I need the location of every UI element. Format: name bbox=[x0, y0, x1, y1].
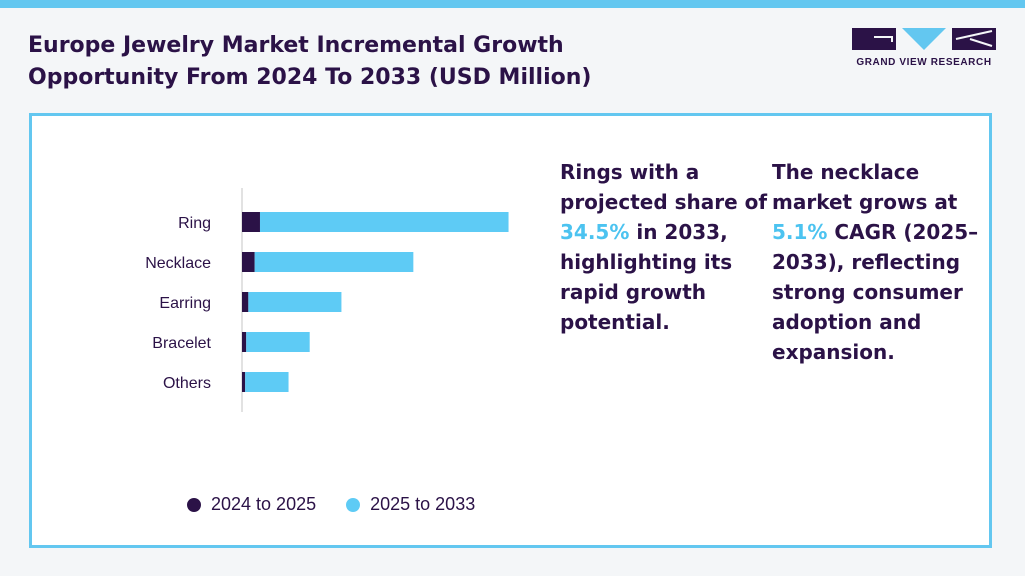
bar-necklace-series-1 bbox=[254, 252, 414, 272]
rings-callout: Rings with a projected share of 34.5% in… bbox=[560, 160, 768, 334]
chart-panel bbox=[29, 113, 992, 548]
legend-item-2025-2033: 2025 to 2033 bbox=[346, 494, 475, 515]
category-label-necklace: Necklace bbox=[145, 255, 211, 272]
chart-legend: 2024 to 2025 2025 to 2033 bbox=[187, 494, 505, 515]
rings-share-value: 34.5% bbox=[560, 220, 630, 244]
category-label-earring: Earring bbox=[159, 295, 211, 312]
bar-earring-series-0 bbox=[242, 292, 249, 312]
legend-dot-2025-2033 bbox=[346, 497, 361, 512]
legend-label-2024-2025: 2024 to 2025 bbox=[211, 494, 317, 514]
legend-dot-2024-2025 bbox=[187, 497, 201, 512]
legend-item-2024-2025: 2024 to 2025 bbox=[187, 494, 316, 515]
brand-logo-icon bbox=[852, 28, 996, 50]
top-accent-strip bbox=[0, 0, 1025, 8]
bar-bracelet-series-0 bbox=[242, 332, 247, 352]
legend-label-2025-2033: 2025 to 2033 bbox=[370, 494, 476, 514]
bar-others-series-0 bbox=[242, 372, 246, 392]
bar-earring-series-1 bbox=[248, 292, 342, 312]
page-title: Europe Jewelry Market Incremental Growth… bbox=[28, 33, 592, 90]
category-label-bracelet: Bracelet bbox=[152, 335, 211, 352]
necklace-cagr-value: 5.1% bbox=[772, 220, 828, 244]
bar-ring-series-1 bbox=[259, 212, 509, 232]
category-label-ring: Ring bbox=[178, 215, 211, 232]
category-label-others: Others bbox=[163, 375, 211, 392]
bar-others-series-1 bbox=[245, 372, 289, 392]
bar-bracelet-series-1 bbox=[246, 332, 310, 352]
bar-necklace-series-0 bbox=[242, 252, 255, 272]
brand-name: GRAND VIEW RESEARCH bbox=[856, 57, 992, 68]
bar-ring-series-0 bbox=[242, 212, 260, 232]
necklace-callout: The necklace market grows at 5.1% CAGR (… bbox=[772, 160, 979, 364]
